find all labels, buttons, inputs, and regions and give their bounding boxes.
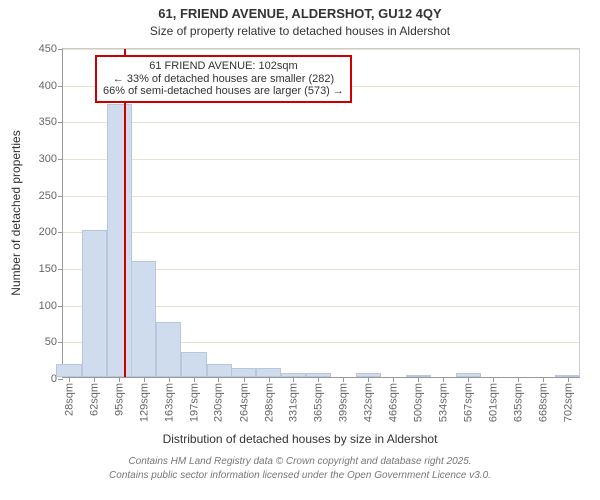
gridline-h bbox=[63, 159, 579, 160]
x-tick-mark bbox=[169, 377, 170, 382]
x-tick-label: 466sqm bbox=[388, 383, 400, 422]
x-tick-mark bbox=[144, 377, 145, 382]
histogram-bar bbox=[181, 352, 206, 377]
x-tick-mark bbox=[493, 377, 494, 382]
chart-title-line1: 61, FRIEND AVENUE, ALDERSHOT, GU12 4QY bbox=[0, 6, 600, 21]
x-tick-mark bbox=[368, 377, 369, 382]
gridline-h bbox=[63, 49, 579, 50]
y-tick-label: 100 bbox=[39, 300, 63, 312]
x-tick-mark bbox=[518, 377, 519, 382]
x-tick-label: 365sqm bbox=[313, 383, 325, 422]
y-tick-label: 350 bbox=[39, 116, 63, 128]
x-tick-label: 230sqm bbox=[213, 383, 225, 422]
chart-container: 61, FRIEND AVENUE, ALDERSHOT, GU12 4QY S… bbox=[0, 0, 600, 500]
annotation-line: 61 FRIEND AVENUE: 102sqm bbox=[103, 60, 344, 73]
x-tick-mark bbox=[194, 377, 195, 382]
x-tick-label: 635sqm bbox=[513, 383, 525, 422]
x-tick-label: 197sqm bbox=[188, 383, 200, 422]
histogram-bar bbox=[231, 368, 256, 377]
x-tick-mark bbox=[293, 377, 294, 382]
x-tick-mark bbox=[393, 377, 394, 382]
gridline-h bbox=[63, 232, 579, 233]
histogram-bar bbox=[156, 322, 181, 377]
x-tick-mark bbox=[418, 377, 419, 382]
x-tick-mark bbox=[568, 377, 569, 382]
y-tick-label: 300 bbox=[39, 153, 63, 165]
x-tick-mark bbox=[69, 377, 70, 382]
histogram-bar bbox=[107, 104, 132, 377]
y-tick-label: 50 bbox=[45, 336, 63, 348]
x-tick-label: 264sqm bbox=[238, 383, 250, 422]
x-tick-label: 534sqm bbox=[438, 383, 450, 422]
x-tick-label: 702sqm bbox=[562, 383, 574, 422]
annotation-line: ← 33% of detached houses are smaller (28… bbox=[103, 73, 344, 86]
x-tick-label: 668sqm bbox=[537, 383, 549, 422]
x-tick-mark bbox=[269, 377, 270, 382]
histogram-bar bbox=[56, 364, 81, 377]
gridline-h bbox=[63, 122, 579, 123]
x-tick-label: 331sqm bbox=[288, 383, 300, 422]
x-tick-mark bbox=[468, 377, 469, 382]
x-tick-label: 298sqm bbox=[263, 383, 275, 422]
x-tick-mark bbox=[543, 377, 544, 382]
x-tick-label: 399sqm bbox=[338, 383, 350, 422]
x-tick-mark bbox=[318, 377, 319, 382]
x-tick-mark bbox=[244, 377, 245, 382]
x-axis-label: Distribution of detached houses by size … bbox=[0, 432, 600, 446]
y-tick-label: 150 bbox=[39, 263, 63, 275]
chart-title-line2: Size of property relative to detached ho… bbox=[0, 24, 600, 38]
y-axis-label: Number of detached properties bbox=[9, 130, 23, 295]
x-tick-mark bbox=[443, 377, 444, 382]
annotation-line: 66% of semi-detached houses are larger (… bbox=[103, 85, 344, 98]
histogram-bar bbox=[82, 230, 107, 377]
x-tick-label: 601sqm bbox=[487, 383, 499, 422]
footer-line2: Contains public sector information licen… bbox=[0, 470, 600, 481]
y-tick-label: 450 bbox=[39, 43, 63, 55]
y-tick-label: 250 bbox=[39, 190, 63, 202]
x-tick-label: 567sqm bbox=[462, 383, 474, 422]
x-tick-mark bbox=[119, 377, 120, 382]
gridline-h bbox=[63, 196, 579, 197]
x-tick-label: 28sqm bbox=[63, 383, 75, 416]
y-tick-label: 400 bbox=[39, 80, 63, 92]
x-tick-label: 432sqm bbox=[362, 383, 374, 422]
x-tick-label: 500sqm bbox=[413, 383, 425, 422]
x-tick-label: 163sqm bbox=[163, 383, 175, 422]
x-tick-label: 129sqm bbox=[138, 383, 150, 422]
histogram-bar bbox=[207, 364, 232, 377]
x-tick-mark bbox=[218, 377, 219, 382]
x-tick-mark bbox=[94, 377, 95, 382]
x-tick-label: 95sqm bbox=[113, 383, 125, 416]
x-tick-mark bbox=[343, 377, 344, 382]
annotation-box: 61 FRIEND AVENUE: 102sqm← 33% of detache… bbox=[95, 55, 352, 103]
x-tick-label: 62sqm bbox=[89, 383, 101, 416]
histogram-bar bbox=[131, 261, 156, 377]
y-tick-label: 200 bbox=[39, 226, 63, 238]
footer-line1: Contains HM Land Registry data © Crown c… bbox=[0, 456, 600, 467]
histogram-bar bbox=[256, 368, 281, 377]
